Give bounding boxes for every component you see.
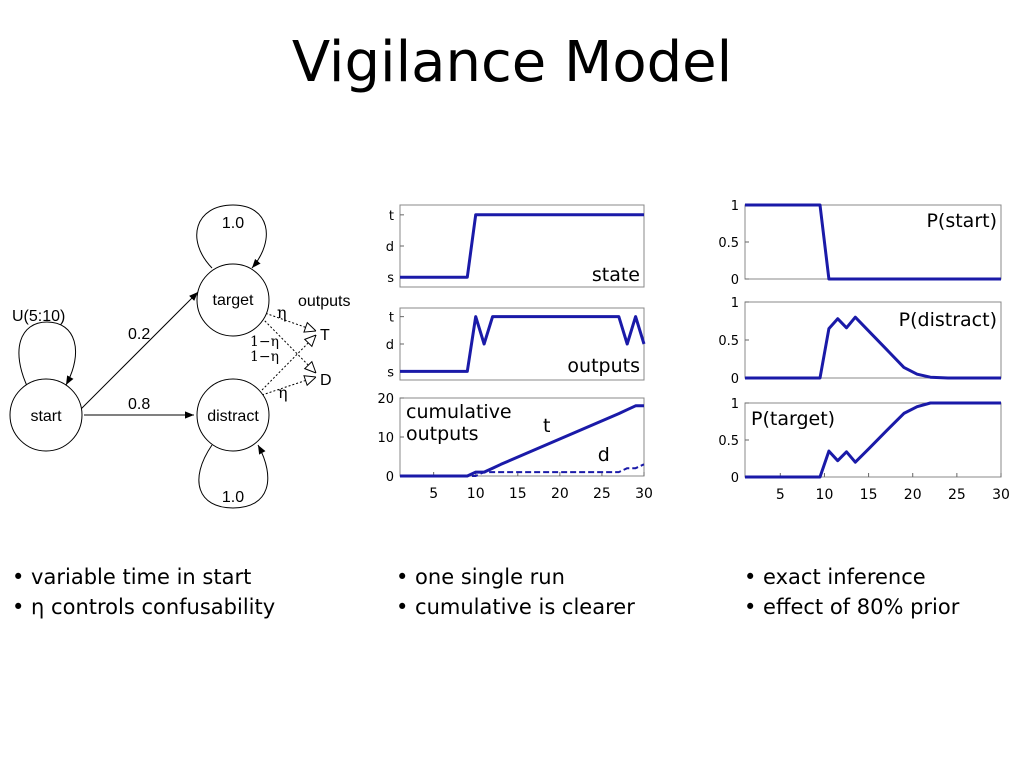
- y-tick-label: 20: [377, 392, 394, 407]
- y-tick-label: t: [389, 311, 394, 326]
- series-line-t: [400, 404, 644, 478]
- edge-start-target: [79, 291, 199, 411]
- bullets-column-2: • one single run • cumulative is clearer: [396, 562, 635, 622]
- plot-frame: [399, 204, 645, 288]
- y-tick-label: s: [387, 365, 394, 380]
- y-tick-label: t: [389, 209, 394, 224]
- eta-top-label: η: [277, 303, 287, 322]
- y-tick-label: 0: [731, 273, 739, 288]
- bullets-column-1: • variable time in start • η controls co…: [12, 562, 275, 622]
- emission-distract-D: [261, 377, 316, 396]
- output-D-label: D: [320, 372, 332, 389]
- y-tick-label: d: [386, 240, 394, 255]
- bullet-item: • η controls confusability: [12, 595, 276, 619]
- series-line-outputs: [400, 315, 646, 373]
- one-minus-eta-label-2: 1−η: [250, 349, 279, 365]
- plot-outputs: sdt outputs: [386, 307, 646, 381]
- y-tick-label: 0: [386, 470, 394, 485]
- plot-p-target: 00.515 10 15 20 25 30P(target): [718, 397, 1010, 503]
- y-tick-label: s: [387, 271, 394, 286]
- y-tick-label: 0: [731, 471, 739, 486]
- panel-annotation: P(start): [926, 210, 997, 232]
- panel-annotation: P(distract): [899, 309, 997, 331]
- panel-annotation: state: [592, 264, 640, 286]
- bullet-item: • one single run: [396, 565, 565, 589]
- x-tick-label: 10: [816, 487, 834, 503]
- output-T-label: T: [320, 327, 330, 344]
- y-tick-label: 1: [731, 397, 739, 412]
- x-tick-label: 15: [509, 486, 527, 502]
- plot-state: s d t state: [386, 204, 645, 288]
- series-label-d: d: [598, 444, 610, 466]
- node-start: [9, 378, 83, 452]
- y-tick-label: 0: [731, 372, 739, 387]
- x-tick-label: 25: [593, 486, 611, 502]
- start-self-loop: [18, 321, 76, 389]
- bullet-item: • effect of 80% prior: [744, 595, 960, 619]
- plot-frame: [744, 301, 1002, 379]
- plot-frame: [744, 402, 1002, 478]
- plot-frame: [399, 307, 645, 381]
- start-target-prob: 0.2: [128, 326, 150, 343]
- plot-p-distract: 0 0.5 1 P(distract): [718, 296, 1002, 387]
- start-self-prob: U(5:10): [12, 308, 65, 325]
- node-target-label: target: [213, 292, 254, 309]
- bullet-item: • variable time in start: [12, 565, 252, 589]
- target-self-prob: 1.0: [222, 215, 244, 232]
- panel-annotation-line-2: outputs: [406, 423, 479, 445]
- slide-title: Vigilance Model: [291, 30, 733, 95]
- start-distract-prob: 0.8: [128, 396, 150, 413]
- panel-annotation: outputs: [567, 355, 640, 377]
- one-minus-eta-label-1: 1−η: [250, 334, 279, 350]
- eta-bottom-label: η: [278, 383, 288, 402]
- x-tick-label: 20: [551, 486, 569, 502]
- y-tick-label: 10: [377, 431, 394, 446]
- bullets-column-3: • exact inference • effect of 80% prior: [744, 562, 959, 622]
- distract-self-prob: 1.0: [222, 489, 244, 506]
- target-self-loop: [196, 204, 267, 269]
- y-tick-label: 1: [731, 199, 739, 214]
- series-label-t: t: [543, 415, 550, 437]
- y-tick-label: 0.5: [718, 236, 739, 251]
- series-line-pdistract: [745, 315, 1001, 380]
- emission-distract-T: [261, 335, 316, 391]
- y-tick-label: 0.5: [718, 334, 739, 349]
- x-tick-label: 30: [992, 487, 1010, 503]
- series-line-ptarget: [745, 401, 1001, 479]
- x-tick-label: 5: [429, 486, 438, 502]
- x-tick-label: 5: [776, 487, 785, 503]
- state-diagram: target distract start 1.0 1.0 U(5:10) 0.…: [9, 204, 350, 509]
- emission-target-T: [261, 311, 316, 331]
- y-tick-label: 0.5: [718, 434, 739, 449]
- x-tick-label: 10: [467, 486, 485, 502]
- node-distract-label: distract: [207, 408, 259, 425]
- distract-self-loop: [198, 444, 269, 509]
- node-start-label: start: [30, 408, 62, 425]
- series-line-state: [400, 213, 644, 279]
- plot-p-start: 0 0.5 1 P(start): [718, 199, 1002, 288]
- emission-target-D: [261, 317, 316, 373]
- plot-frame: [399, 397, 645, 477]
- outputs-label: outputs: [298, 293, 350, 310]
- bullet-item: • exact inference: [744, 565, 926, 589]
- node-distract: [196, 378, 270, 452]
- y-tick-label: d: [386, 338, 394, 353]
- node-target: [196, 263, 270, 337]
- x-tick-label: 25: [948, 487, 966, 503]
- bullet-item: • cumulative is clearer: [396, 595, 635, 619]
- y-tick-label: 1: [731, 296, 739, 311]
- x-tick-label: 20: [904, 487, 922, 503]
- panel-annotation: P(target): [751, 408, 835, 430]
- panel-annotation-line-1: cumulative: [406, 401, 512, 423]
- x-tick-label: 30: [635, 486, 653, 502]
- series-line-pstart: [745, 203, 1001, 281]
- x-tick-label: 15: [860, 487, 878, 503]
